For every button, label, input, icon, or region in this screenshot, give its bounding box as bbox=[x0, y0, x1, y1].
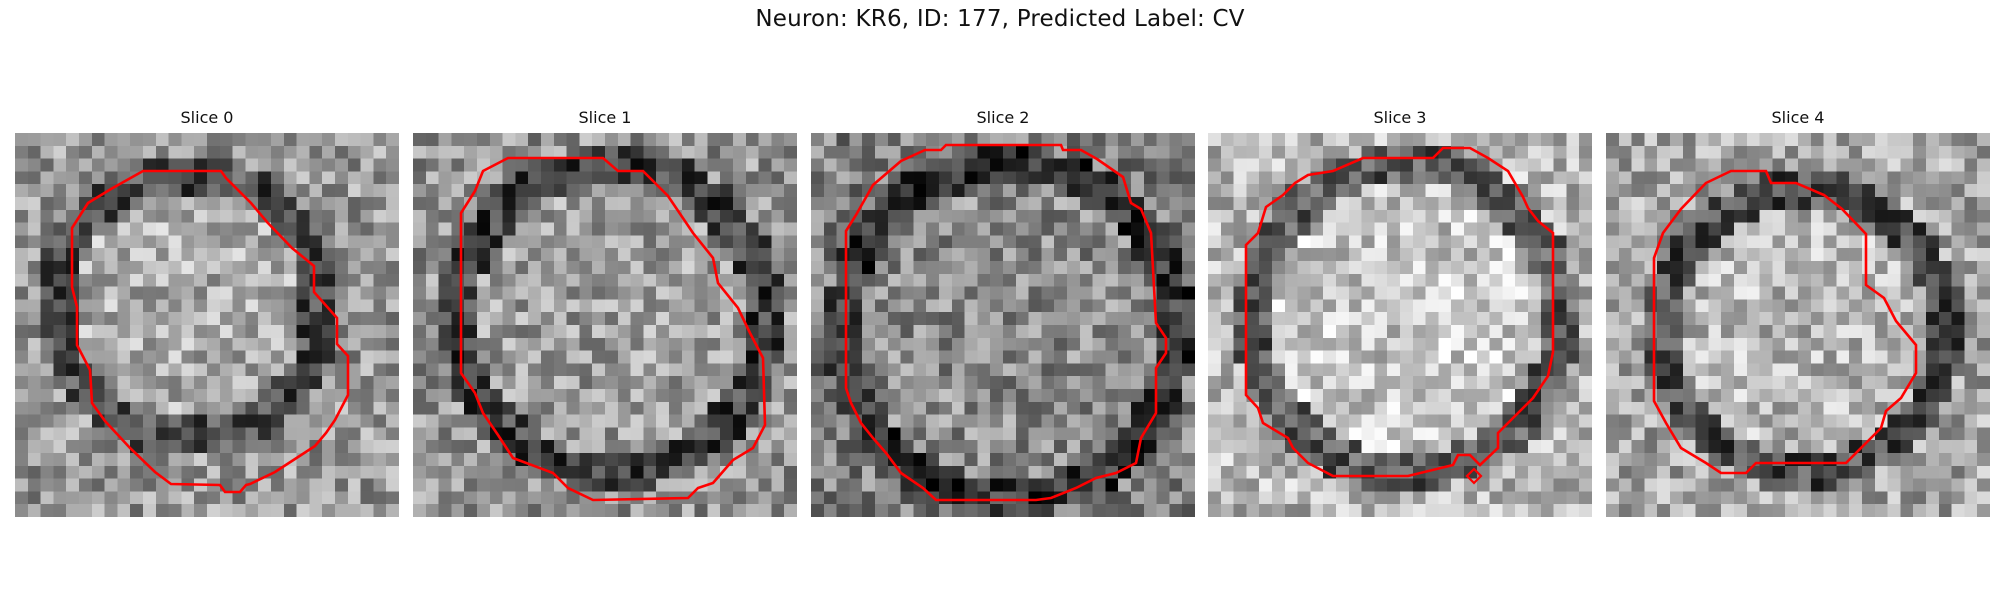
roi-contour bbox=[1244, 146, 1555, 485]
slice-title: Slice 4 bbox=[1771, 108, 1825, 127]
slice-image bbox=[1208, 133, 1592, 517]
slice-title: Slice 0 bbox=[180, 108, 234, 127]
roi-contour bbox=[70, 169, 350, 494]
figure-title: Neuron: KR6, ID: 177, Predicted Label: C… bbox=[755, 6, 1245, 32]
slice-title: Slice 3 bbox=[1373, 108, 1427, 127]
slice-panel-4: Slice 4 bbox=[1606, 106, 1990, 517]
slice-panel-1: Slice 1 bbox=[413, 106, 797, 517]
slice-panel-0: Slice 0 bbox=[15, 106, 399, 517]
slice-title: Slice 2 bbox=[976, 108, 1030, 127]
slice-image bbox=[15, 133, 399, 517]
slice-panel-3: Slice 3 bbox=[1208, 106, 1592, 517]
roi-contour bbox=[844, 143, 1168, 502]
slice-image bbox=[1606, 133, 1990, 517]
slice-image bbox=[413, 133, 797, 517]
slice-image bbox=[811, 133, 1195, 517]
roi-contour bbox=[1652, 169, 1918, 475]
slice-title: Slice 1 bbox=[578, 108, 632, 127]
slice-panel-2: Slice 2 bbox=[811, 106, 1195, 517]
roi-contour bbox=[459, 156, 767, 502]
